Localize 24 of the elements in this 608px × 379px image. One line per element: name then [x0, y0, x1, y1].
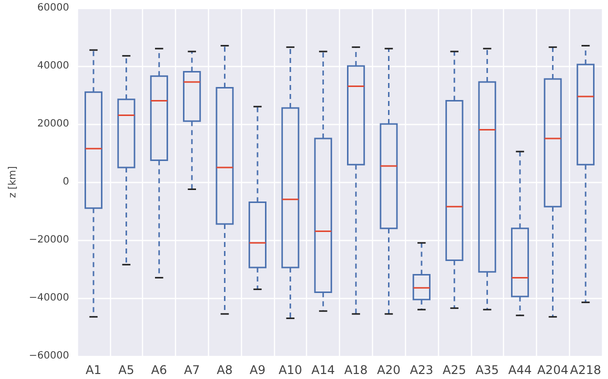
x-tick-label: A9 — [250, 363, 266, 377]
x-tick-label: A204 — [537, 363, 568, 377]
x-tick-label: A8 — [216, 363, 233, 377]
x-tick-label: A35 — [475, 363, 499, 377]
y-tick-label: −20000 — [28, 234, 70, 246]
y-tick-label: 20000 — [37, 118, 70, 130]
x-tick-label: A218 — [570, 363, 602, 377]
y-tick-label: 40000 — [37, 60, 70, 72]
x-tick-label: A23 — [410, 363, 434, 377]
y-axis-title: z [km] — [8, 166, 18, 198]
x-tick-label: A25 — [442, 363, 466, 377]
y-tick-label: 60000 — [37, 2, 70, 14]
y-tick-label: −40000 — [28, 292, 70, 304]
y-tick-label: 0 — [62, 176, 70, 188]
y-tick-label: −60000 — [28, 350, 70, 362]
x-tick-label: A6 — [151, 363, 168, 377]
x-tick-label: A20 — [377, 363, 400, 377]
x-tick-label: A10 — [278, 363, 302, 377]
x-tick-label: A7 — [184, 363, 200, 377]
x-tick-label: A14 — [311, 363, 335, 377]
x-tick-label: A18 — [344, 363, 368, 377]
x-tick-label: A5 — [118, 363, 134, 377]
x-tick-label: A44 — [508, 363, 532, 377]
x-tick-label: A1 — [86, 363, 102, 377]
